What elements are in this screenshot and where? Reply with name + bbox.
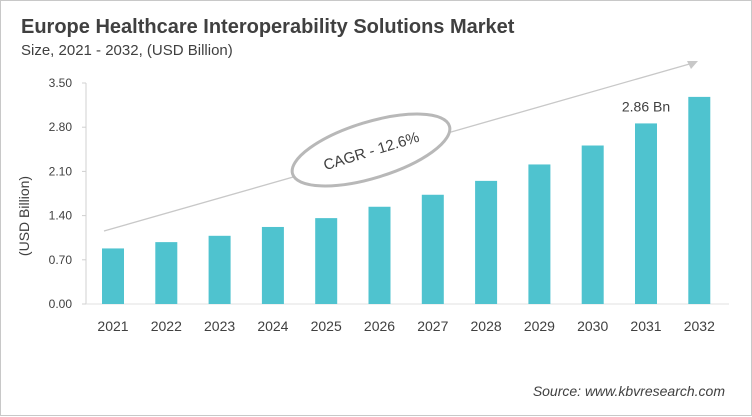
y-tick-label: 2.80 xyxy=(49,120,73,134)
bar-2026 xyxy=(368,206,391,304)
chart-title: Europe Healthcare Interoperability Solut… xyxy=(21,16,515,38)
x-tick-label: 2026 xyxy=(364,318,395,334)
chart-subtitle: Size, 2021 - 2032, (USD Billion) xyxy=(21,42,233,59)
bar-2027 xyxy=(421,194,444,304)
bar-2024 xyxy=(261,226,284,304)
cagr-ellipse xyxy=(290,112,452,188)
x-tick-label: 2027 xyxy=(417,318,448,334)
x-tick-label: 2029 xyxy=(524,318,555,334)
bar-2022 xyxy=(155,242,178,304)
y-tick-label: 0.70 xyxy=(49,253,73,267)
trend-arrow-head-icon xyxy=(687,61,698,69)
source-note: Source: www.kbvresearch.com xyxy=(532,383,725,399)
bar-2028 xyxy=(475,180,498,304)
y-tick-label: 3.50 xyxy=(49,76,73,90)
x-tick-label: 2030 xyxy=(577,318,608,334)
x-tick-label: 2025 xyxy=(311,318,342,334)
bar-2030 xyxy=(581,145,604,304)
x-tick-label: 2032 xyxy=(684,318,715,334)
x-tick-label: 2023 xyxy=(204,318,235,334)
bar-2021 xyxy=(102,248,124,304)
bar-2023 xyxy=(208,235,231,304)
bar-2031 xyxy=(635,123,657,304)
x-tick-label: 2022 xyxy=(151,318,182,334)
x-tick-label: 2021 xyxy=(97,318,128,334)
x-tick-label: 2031 xyxy=(630,318,661,334)
y-tick-label: 2.10 xyxy=(49,164,73,178)
bar-2032 xyxy=(688,96,711,305)
x-tick-label: 2024 xyxy=(257,318,288,334)
y-tick-label: 0.00 xyxy=(49,297,73,311)
y-axis-label: (USD Billion) xyxy=(16,176,32,256)
x-tick-label: 2028 xyxy=(471,318,502,334)
bar-2025 xyxy=(315,218,338,304)
y-tick-label: 1.40 xyxy=(49,209,73,223)
data-label-2031: 2.86 Bn xyxy=(622,98,670,114)
bar-2029 xyxy=(528,164,551,304)
